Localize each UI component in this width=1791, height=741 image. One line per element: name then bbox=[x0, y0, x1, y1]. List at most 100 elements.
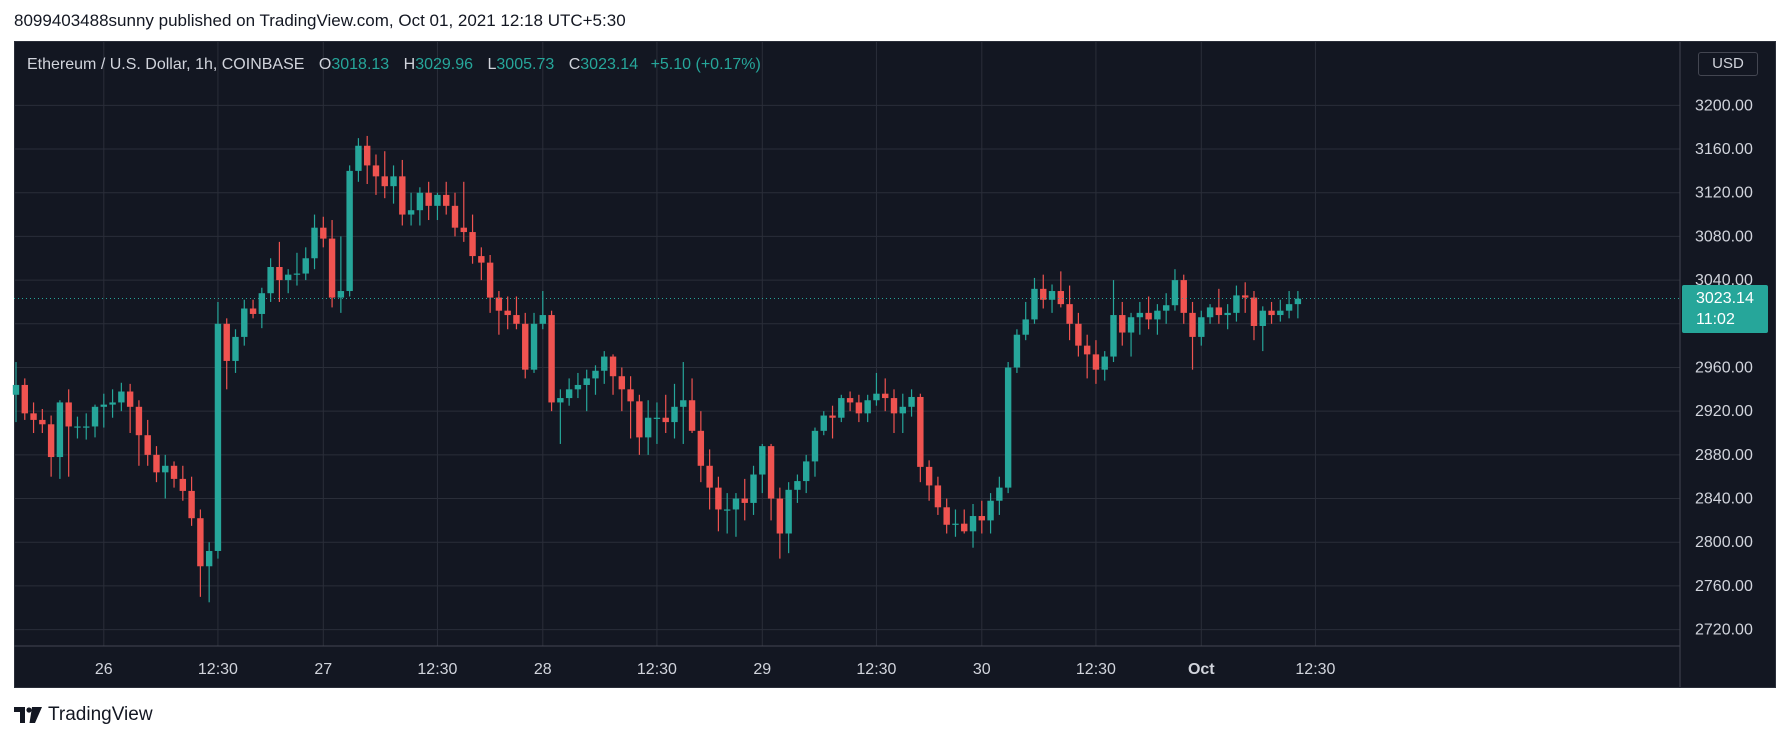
candle-body bbox=[855, 402, 863, 414]
candle-body bbox=[21, 384, 28, 414]
candle bbox=[1224, 304, 1231, 330]
candle-body bbox=[162, 465, 169, 473]
candle-body bbox=[548, 315, 555, 403]
candle bbox=[1031, 277, 1038, 324]
candle-body bbox=[100, 404, 107, 407]
candle-body bbox=[644, 417, 652, 438]
candle-body bbox=[846, 398, 854, 403]
candle-body bbox=[179, 478, 187, 491]
currency-button[interactable]: USD bbox=[1698, 52, 1758, 76]
candle bbox=[864, 394, 871, 423]
candle bbox=[917, 393, 924, 483]
open-value: 3018.13 bbox=[331, 56, 390, 73]
candle bbox=[170, 461, 178, 488]
candle-body bbox=[407, 210, 415, 215]
candle-body bbox=[759, 446, 766, 475]
candle bbox=[1075, 312, 1082, 357]
candles bbox=[12, 135, 1302, 603]
candle bbox=[1180, 274, 1187, 324]
candle-body bbox=[767, 446, 775, 499]
candle-body bbox=[135, 406, 143, 436]
candle-body bbox=[328, 238, 336, 298]
candle-body bbox=[486, 262, 494, 298]
brand-name: TradingView bbox=[48, 704, 153, 725]
candle bbox=[346, 165, 353, 297]
candle bbox=[416, 187, 424, 226]
symbol-legend: Ethereum / U.S. Dollar, 1h, COINBASE O30… bbox=[27, 56, 761, 74]
candle bbox=[355, 138, 362, 182]
candle-body bbox=[943, 507, 950, 525]
candle-body bbox=[1294, 298, 1302, 305]
candle bbox=[1022, 301, 1029, 341]
candle bbox=[557, 389, 564, 444]
candle-body bbox=[399, 176, 406, 215]
candle-body bbox=[56, 402, 64, 458]
candle-body bbox=[530, 323, 538, 370]
candle-body bbox=[1048, 291, 1056, 300]
candle-body bbox=[267, 266, 274, 294]
candle bbox=[767, 443, 775, 521]
grid-lines bbox=[14, 42, 1680, 646]
candle-body bbox=[1277, 310, 1284, 316]
candle-body bbox=[460, 227, 467, 233]
candle-body bbox=[495, 297, 503, 311]
x-tick-label: 26 bbox=[95, 661, 113, 678]
candle-body bbox=[1268, 310, 1275, 316]
candle bbox=[364, 135, 371, 184]
candle-body bbox=[1022, 319, 1029, 335]
candle-body bbox=[311, 227, 318, 259]
candle bbox=[1004, 362, 1012, 494]
candle bbox=[320, 216, 327, 248]
candle-body bbox=[302, 258, 309, 274]
candle bbox=[399, 159, 406, 226]
x-tick-label: Oct bbox=[1188, 661, 1215, 678]
candle-body bbox=[1110, 315, 1117, 357]
candle-body bbox=[987, 500, 994, 521]
candle-body bbox=[627, 389, 634, 402]
candle-body bbox=[153, 454, 160, 473]
candle-body bbox=[1101, 356, 1108, 370]
candle-body bbox=[65, 402, 72, 427]
candle-body bbox=[469, 232, 476, 257]
candle-body bbox=[723, 509, 731, 511]
candle-body bbox=[1127, 317, 1135, 333]
candle bbox=[899, 393, 906, 434]
x-tick-label: 29 bbox=[753, 661, 771, 678]
candle-body bbox=[170, 465, 178, 479]
candle-body bbox=[241, 308, 248, 337]
candle bbox=[671, 383, 678, 439]
y-tick-label: 2800.00 bbox=[1695, 534, 1753, 551]
candle bbox=[653, 402, 661, 444]
candle bbox=[1092, 340, 1100, 384]
candle bbox=[776, 487, 784, 559]
candle bbox=[1171, 269, 1179, 311]
candle bbox=[434, 192, 441, 221]
candle bbox=[539, 291, 546, 330]
candle-body bbox=[688, 400, 696, 431]
low-label: L bbox=[487, 56, 497, 73]
candle bbox=[952, 509, 959, 537]
candle bbox=[759, 443, 766, 494]
candle bbox=[873, 372, 880, 406]
candle-body bbox=[355, 145, 362, 171]
candle-body bbox=[873, 393, 880, 401]
tradingview-logo[interactable]: TradingView bbox=[14, 704, 153, 726]
x-tick-label: 27 bbox=[314, 661, 332, 678]
published-info: 8099403488sunny published on TradingView… bbox=[14, 11, 626, 30]
candle-body bbox=[126, 391, 134, 407]
candle-body bbox=[618, 376, 626, 390]
candle-body bbox=[750, 474, 757, 503]
candle bbox=[1259, 306, 1266, 352]
candle-body bbox=[925, 466, 933, 486]
candle-body bbox=[232, 336, 239, 361]
candle-body bbox=[653, 417, 661, 419]
candle bbox=[328, 220, 336, 308]
candle-body bbox=[205, 550, 213, 567]
candle-body bbox=[381, 176, 388, 187]
x-tick-label: 12:30 bbox=[637, 661, 677, 678]
candle-body bbox=[592, 370, 599, 379]
y-tick-label: 3120.00 bbox=[1695, 185, 1753, 202]
candle-body bbox=[811, 430, 819, 462]
y-tick-label: 2840.00 bbox=[1695, 491, 1753, 508]
